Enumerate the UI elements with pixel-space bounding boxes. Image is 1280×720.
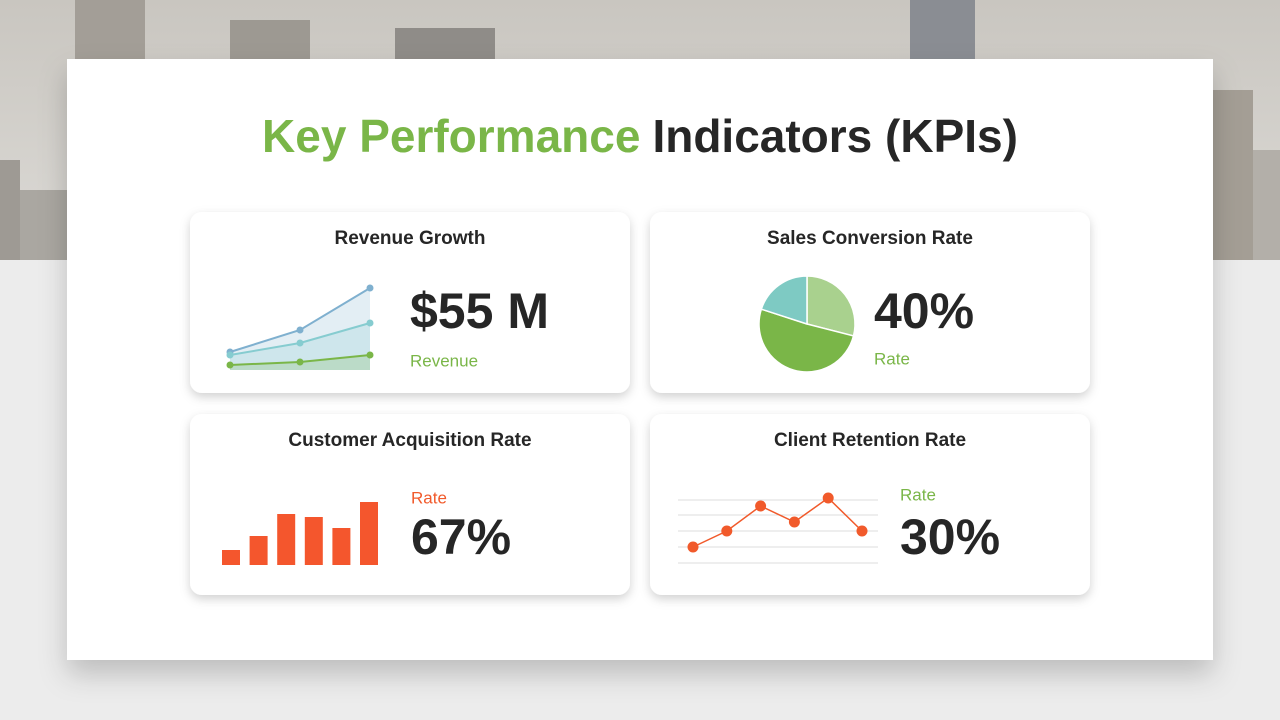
pie-slice [758, 308, 855, 373]
title-rest: Indicators (KPIs) [652, 110, 1018, 162]
kpi-value: 40% [874, 283, 974, 339]
kpi-value: $55 M [410, 283, 549, 339]
title-highlight: Key Performance [262, 110, 640, 162]
bar [332, 528, 351, 565]
kpi-card: Customer Acquisition Rate 67% Rate [190, 414, 630, 595]
kpi-value: 30% [900, 509, 1000, 565]
pie-slice [760, 275, 808, 326]
card-bg [650, 212, 1090, 393]
card-title: Customer Acquisition Rate [288, 430, 531, 451]
kpi-card: Revenue Growth $55 M Revenue [190, 212, 630, 393]
card-bg [190, 414, 630, 595]
point [296, 358, 304, 366]
card-title: Sales Conversion Rate [767, 228, 973, 249]
card-title: Client Retention Rate [774, 430, 966, 451]
point [822, 492, 834, 504]
point [296, 326, 304, 334]
point [366, 351, 374, 359]
kpi-card: Client Retention Rate 30% Rate [650, 414, 1090, 595]
kpi-label: Rate [411, 488, 447, 507]
card-bg [650, 414, 1090, 595]
bar [360, 502, 378, 565]
slide-title: Key Performance Indicators (KPIs) [262, 110, 1018, 162]
cards: Revenue Growth $55 M Revenue Sales Conversi… [190, 212, 1090, 595]
retention-line [692, 497, 863, 548]
point [788, 516, 800, 528]
point [856, 525, 868, 537]
point [687, 541, 699, 553]
bar [277, 514, 296, 565]
bar [304, 517, 323, 565]
card-title: Revenue Growth [335, 228, 486, 249]
kpi-label: Rate [874, 349, 910, 368]
card-bg [190, 212, 630, 393]
point [366, 319, 374, 327]
bar [222, 550, 240, 565]
kpi-card: Sales Conversion Rate 40% Rate [650, 212, 1090, 393]
kpi-value: 67% [411, 509, 511, 565]
point [226, 361, 234, 369]
point [296, 339, 304, 347]
kpi-label: Revenue [410, 351, 478, 370]
kpi-label: Rate [900, 485, 936, 504]
point [226, 351, 234, 359]
bar [249, 536, 268, 565]
pie-slice [806, 275, 856, 337]
point [755, 500, 767, 512]
point [366, 284, 374, 292]
point [721, 525, 733, 537]
